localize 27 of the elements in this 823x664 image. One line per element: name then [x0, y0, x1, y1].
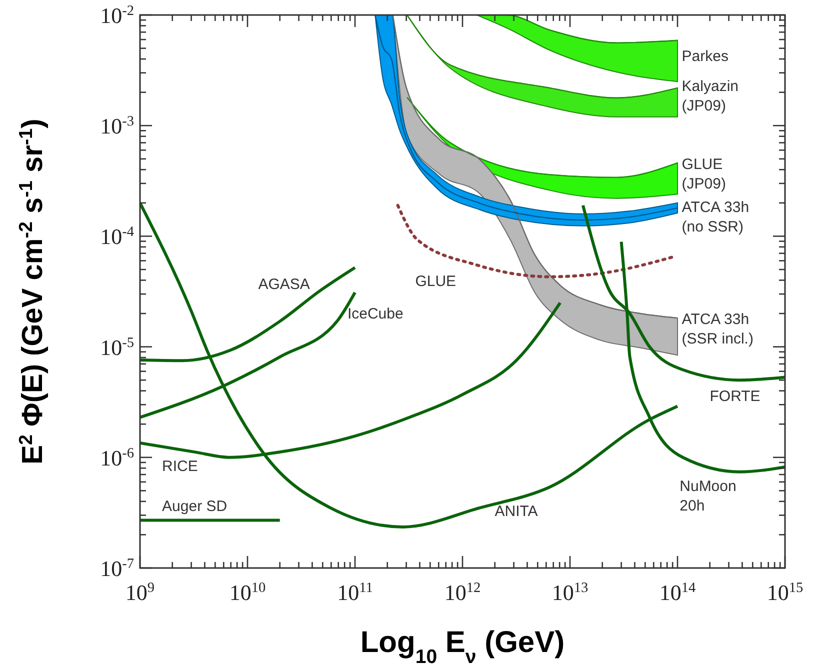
annotation: Auger SD	[162, 498, 228, 516]
x-tick-label: 10$^{15}$	[766, 580, 804, 605]
y-tick-label: 10$^{-6}$	[100, 445, 134, 470]
annotation: ANITA	[494, 503, 538, 520]
y-tick-label: 10$^{-2}$	[100, 3, 134, 28]
y-tick-label: 10$^{-3}$	[100, 114, 134, 139]
annotation: ATCA 33h (SSR incl.)	[682, 311, 754, 348]
annotation: IceCube	[347, 306, 404, 323]
annotation: Parkes	[682, 48, 728, 65]
x-tick-label: 10$^{14}$	[659, 580, 696, 605]
y-tick-label: 10$^{-4}$	[100, 224, 134, 250]
annotation: NuMoon 20h	[680, 478, 736, 515]
annotation: GLUE (JP09)	[682, 156, 726, 192]
y-tick-label: 10$^{-5}$	[100, 334, 134, 360]
x-tick-label: 10$^{13}$	[552, 580, 588, 605]
annotation: RICE	[162, 458, 198, 475]
annotation: FORTE	[710, 388, 760, 405]
annotation: GLUE	[415, 272, 456, 290]
x-axis-title: Log$_{10}$ E$_{ν}$ (GeV)	[360, 626, 565, 664]
annotation: Kalyazin (JP09)	[682, 78, 739, 114]
annotation: AGASA	[258, 276, 310, 293]
x-tick-label: 10$^{9}$	[125, 580, 155, 605]
x-tick-label: 10$^{10}$	[229, 580, 266, 605]
x-tick-label: 10$^{11}$	[337, 580, 373, 605]
x-tick-label: 10$^{12}$	[444, 580, 481, 605]
y-tick-label: 10$^{-7}$	[100, 556, 134, 581]
annotation: ATCA 33h (no SSR)	[682, 198, 750, 236]
